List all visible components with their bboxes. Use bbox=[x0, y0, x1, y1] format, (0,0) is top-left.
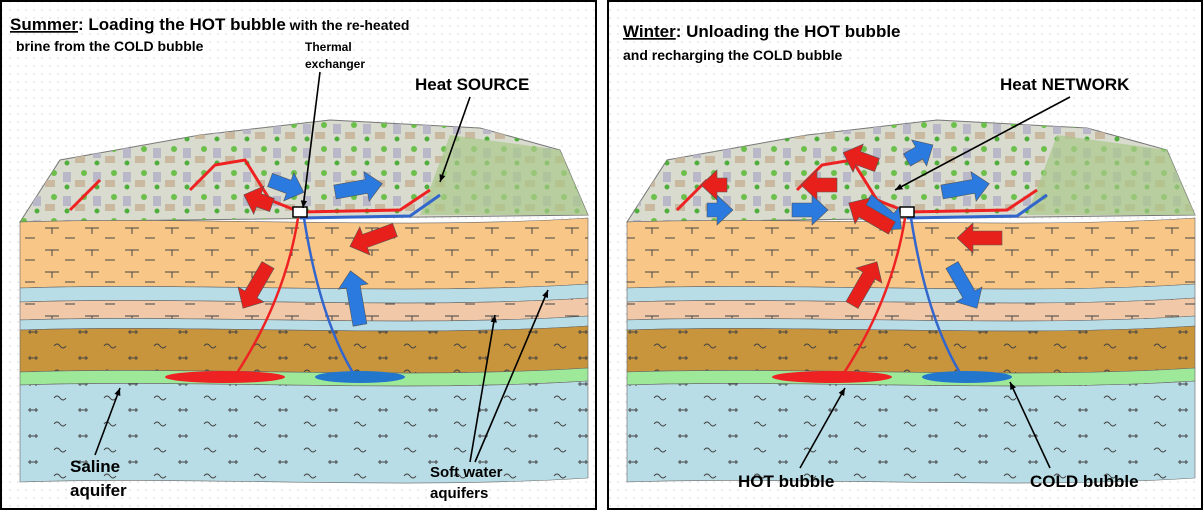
thermal-exchanger bbox=[293, 207, 307, 217]
thermal-exchanger bbox=[900, 207, 914, 217]
ground-texture bbox=[627, 218, 1195, 289]
title: Winter: Unloading the HOT bubble bbox=[623, 22, 901, 41]
season: Winter bbox=[623, 22, 676, 41]
cold-bubble bbox=[922, 371, 1012, 383]
label-line: aquifer bbox=[70, 481, 127, 500]
label-line: Saline bbox=[70, 457, 120, 476]
diagram: Summer: Loading the HOT bubble with the … bbox=[0, 0, 1203, 510]
title-main: : Unloading the HOT bubble bbox=[676, 22, 901, 41]
label-line: Thermal bbox=[305, 40, 352, 54]
label-line: COLD bubble bbox=[1030, 472, 1139, 491]
ground-texture bbox=[627, 326, 1195, 373]
label-line: Soft water bbox=[430, 464, 503, 481]
label-line: aquifers bbox=[430, 485, 488, 502]
label-line: Heat NETWORK bbox=[1000, 75, 1130, 94]
label-line: exchanger bbox=[305, 57, 365, 71]
hot-bubble bbox=[772, 371, 892, 383]
title: Summer: Loading the HOT bubble with the … bbox=[10, 15, 409, 34]
subtitle: and recharging the COLD bubble bbox=[623, 47, 843, 63]
season: Summer bbox=[10, 15, 78, 34]
title-main: : Loading the HOT bubble bbox=[78, 15, 286, 34]
subtitle: brine from the COLD bubble bbox=[16, 38, 204, 54]
title-small: with the re-heated bbox=[286, 17, 410, 33]
ground-texture bbox=[20, 218, 588, 289]
ground-texture bbox=[20, 326, 588, 373]
ground-texture bbox=[627, 381, 1195, 483]
cold-bubble bbox=[315, 371, 405, 383]
label-line: Heat SOURCE bbox=[415, 75, 529, 94]
hot-bubble bbox=[165, 371, 285, 383]
label-line: HOT bubble bbox=[738, 472, 834, 491]
